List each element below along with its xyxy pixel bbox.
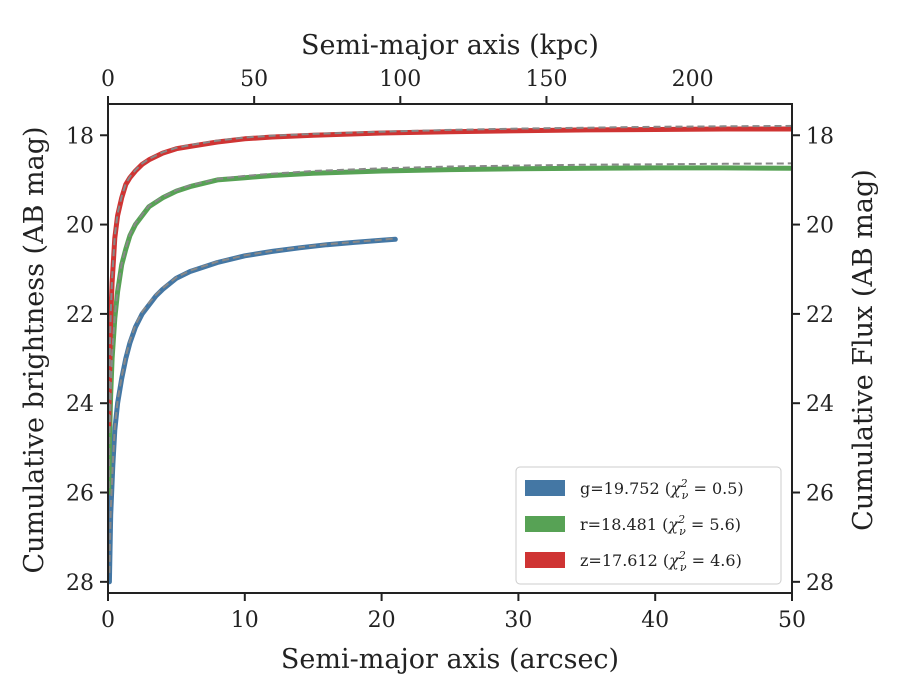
series-line-r <box>108 165 792 495</box>
y-tick-label: 28 <box>66 571 94 596</box>
x2-tick-label: 200 <box>672 67 714 92</box>
legend-label-g: g=19.752 (χ2 ν = 0.5) <box>580 477 744 502</box>
legend: g=19.752 (χ2 ν = 0.5) r=18.481 (χ2 ν = 5.6)… <box>515 466 782 585</box>
x2-tick-label: 150 <box>525 67 567 92</box>
x-tick-label: 20 <box>368 608 396 633</box>
y-tick-label: 24 <box>66 392 94 417</box>
legend-swatch-g <box>525 480 565 496</box>
series-line-z <box>108 126 792 428</box>
y-tick-label: 20 <box>66 214 94 239</box>
y2-tick-label: 18 <box>806 124 834 149</box>
y2-axis-label: Cumulative Flux (AB mag) <box>848 169 879 531</box>
x-tick-label: 40 <box>641 608 669 633</box>
x-tick-label: 30 <box>504 608 532 633</box>
y-tick-label: 22 <box>66 303 94 328</box>
y2-tick-label: 20 <box>806 214 834 239</box>
series-line-g <box>108 236 398 585</box>
model-line-g <box>108 237 396 573</box>
legend-swatch-z <box>525 552 565 568</box>
y-tick-label: 18 <box>66 124 94 149</box>
x-axis-label: Semi-major axis (arcsec) <box>281 644 619 675</box>
x2-tick-label: 50 <box>240 67 268 92</box>
ticks-layer: 0 10 20 30 40 50 0 50 100 150 200 18 18 20 20 22 22 24 24 2… <box>66 67 834 633</box>
y2-tick-label: 28 <box>806 571 834 596</box>
plot-frame <box>107 103 793 594</box>
y2-tick-label: 26 <box>806 482 834 507</box>
model-layer <box>108 124 792 573</box>
x-tick-label: 0 <box>101 608 115 633</box>
x-tick-label: 10 <box>231 608 259 633</box>
y2-tick-label: 24 <box>806 392 834 417</box>
x2-tick-label: 100 <box>379 67 421 92</box>
model-line-z <box>108 124 792 422</box>
y-tick-label: 26 <box>66 482 94 507</box>
legend-box <box>515 466 782 585</box>
x-tick-label: 50 <box>778 608 806 633</box>
model-line-r <box>108 162 792 489</box>
legend-label-r: r=18.481 (χ2 ν = 5.6) <box>580 513 741 538</box>
y-axis-label: Cumulative brightness (AB mag) <box>19 126 50 573</box>
legend-swatch-r <box>525 516 565 532</box>
legend-label-z: z=17.612 (χ2 ν = 4.6) <box>580 549 742 574</box>
x2-axis-label: Semi-major axis (kpc) <box>301 30 599 61</box>
x2-tick-label: 0 <box>101 67 115 92</box>
y2-tick-label: 22 <box>806 303 834 328</box>
